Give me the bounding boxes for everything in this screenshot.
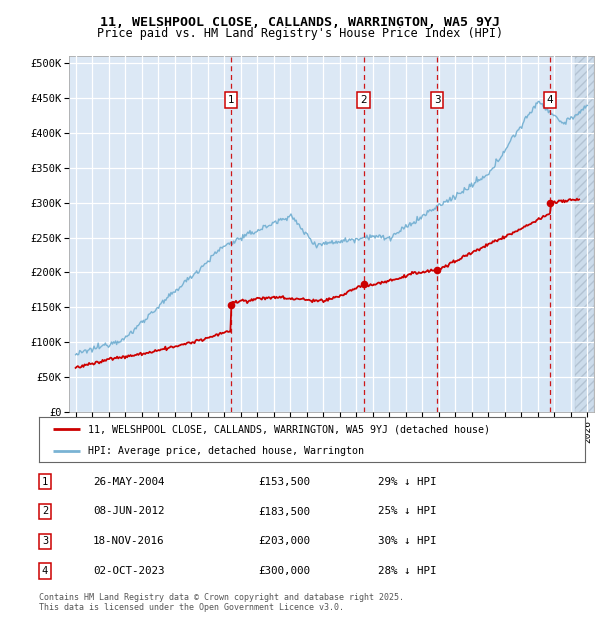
Text: 11, WELSHPOOL CLOSE, CALLANDS, WARRINGTON, WA5 9YJ (detached house): 11, WELSHPOOL CLOSE, CALLANDS, WARRINGTO… (88, 424, 490, 435)
Text: 2: 2 (361, 95, 367, 105)
Text: 1: 1 (227, 95, 234, 105)
Text: £203,000: £203,000 (258, 536, 310, 546)
Text: 4: 4 (42, 566, 48, 576)
Text: 3: 3 (434, 95, 440, 105)
Text: 4: 4 (547, 95, 554, 105)
Text: 11, WELSHPOOL CLOSE, CALLANDS, WARRINGTON, WA5 9YJ: 11, WELSHPOOL CLOSE, CALLANDS, WARRINGTO… (100, 16, 500, 29)
Text: 02-OCT-2023: 02-OCT-2023 (93, 566, 164, 576)
Text: 2: 2 (42, 507, 48, 516)
Text: 18-NOV-2016: 18-NOV-2016 (93, 536, 164, 546)
Text: Contains HM Land Registry data © Crown copyright and database right 2025.
This d: Contains HM Land Registry data © Crown c… (39, 593, 404, 612)
Text: 3: 3 (42, 536, 48, 546)
Text: 28% ↓ HPI: 28% ↓ HPI (378, 566, 437, 576)
Text: 30% ↓ HPI: 30% ↓ HPI (378, 536, 437, 546)
Text: £153,500: £153,500 (258, 477, 310, 487)
Text: 25% ↓ HPI: 25% ↓ HPI (378, 507, 437, 516)
Text: Price paid vs. HM Land Registry's House Price Index (HPI): Price paid vs. HM Land Registry's House … (97, 27, 503, 40)
Text: 26-MAY-2004: 26-MAY-2004 (93, 477, 164, 487)
Text: £300,000: £300,000 (258, 566, 310, 576)
Text: £183,500: £183,500 (258, 507, 310, 516)
Text: 29% ↓ HPI: 29% ↓ HPI (378, 477, 437, 487)
Text: 1: 1 (42, 477, 48, 487)
Text: HPI: Average price, detached house, Warrington: HPI: Average price, detached house, Warr… (88, 446, 364, 456)
Text: 08-JUN-2012: 08-JUN-2012 (93, 507, 164, 516)
